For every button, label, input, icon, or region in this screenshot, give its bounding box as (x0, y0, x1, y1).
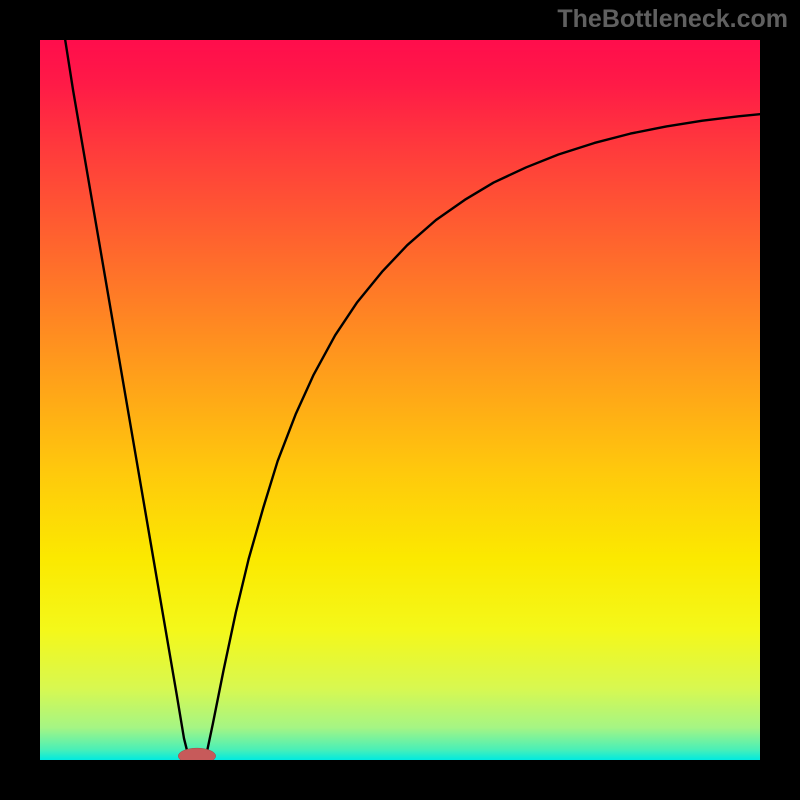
plot-area (40, 40, 760, 760)
plot-svg (40, 40, 760, 760)
watermark-text: TheBottleneck.com (557, 5, 788, 34)
gradient-background (40, 40, 760, 760)
chart-container: TheBottleneck.com (0, 0, 800, 800)
